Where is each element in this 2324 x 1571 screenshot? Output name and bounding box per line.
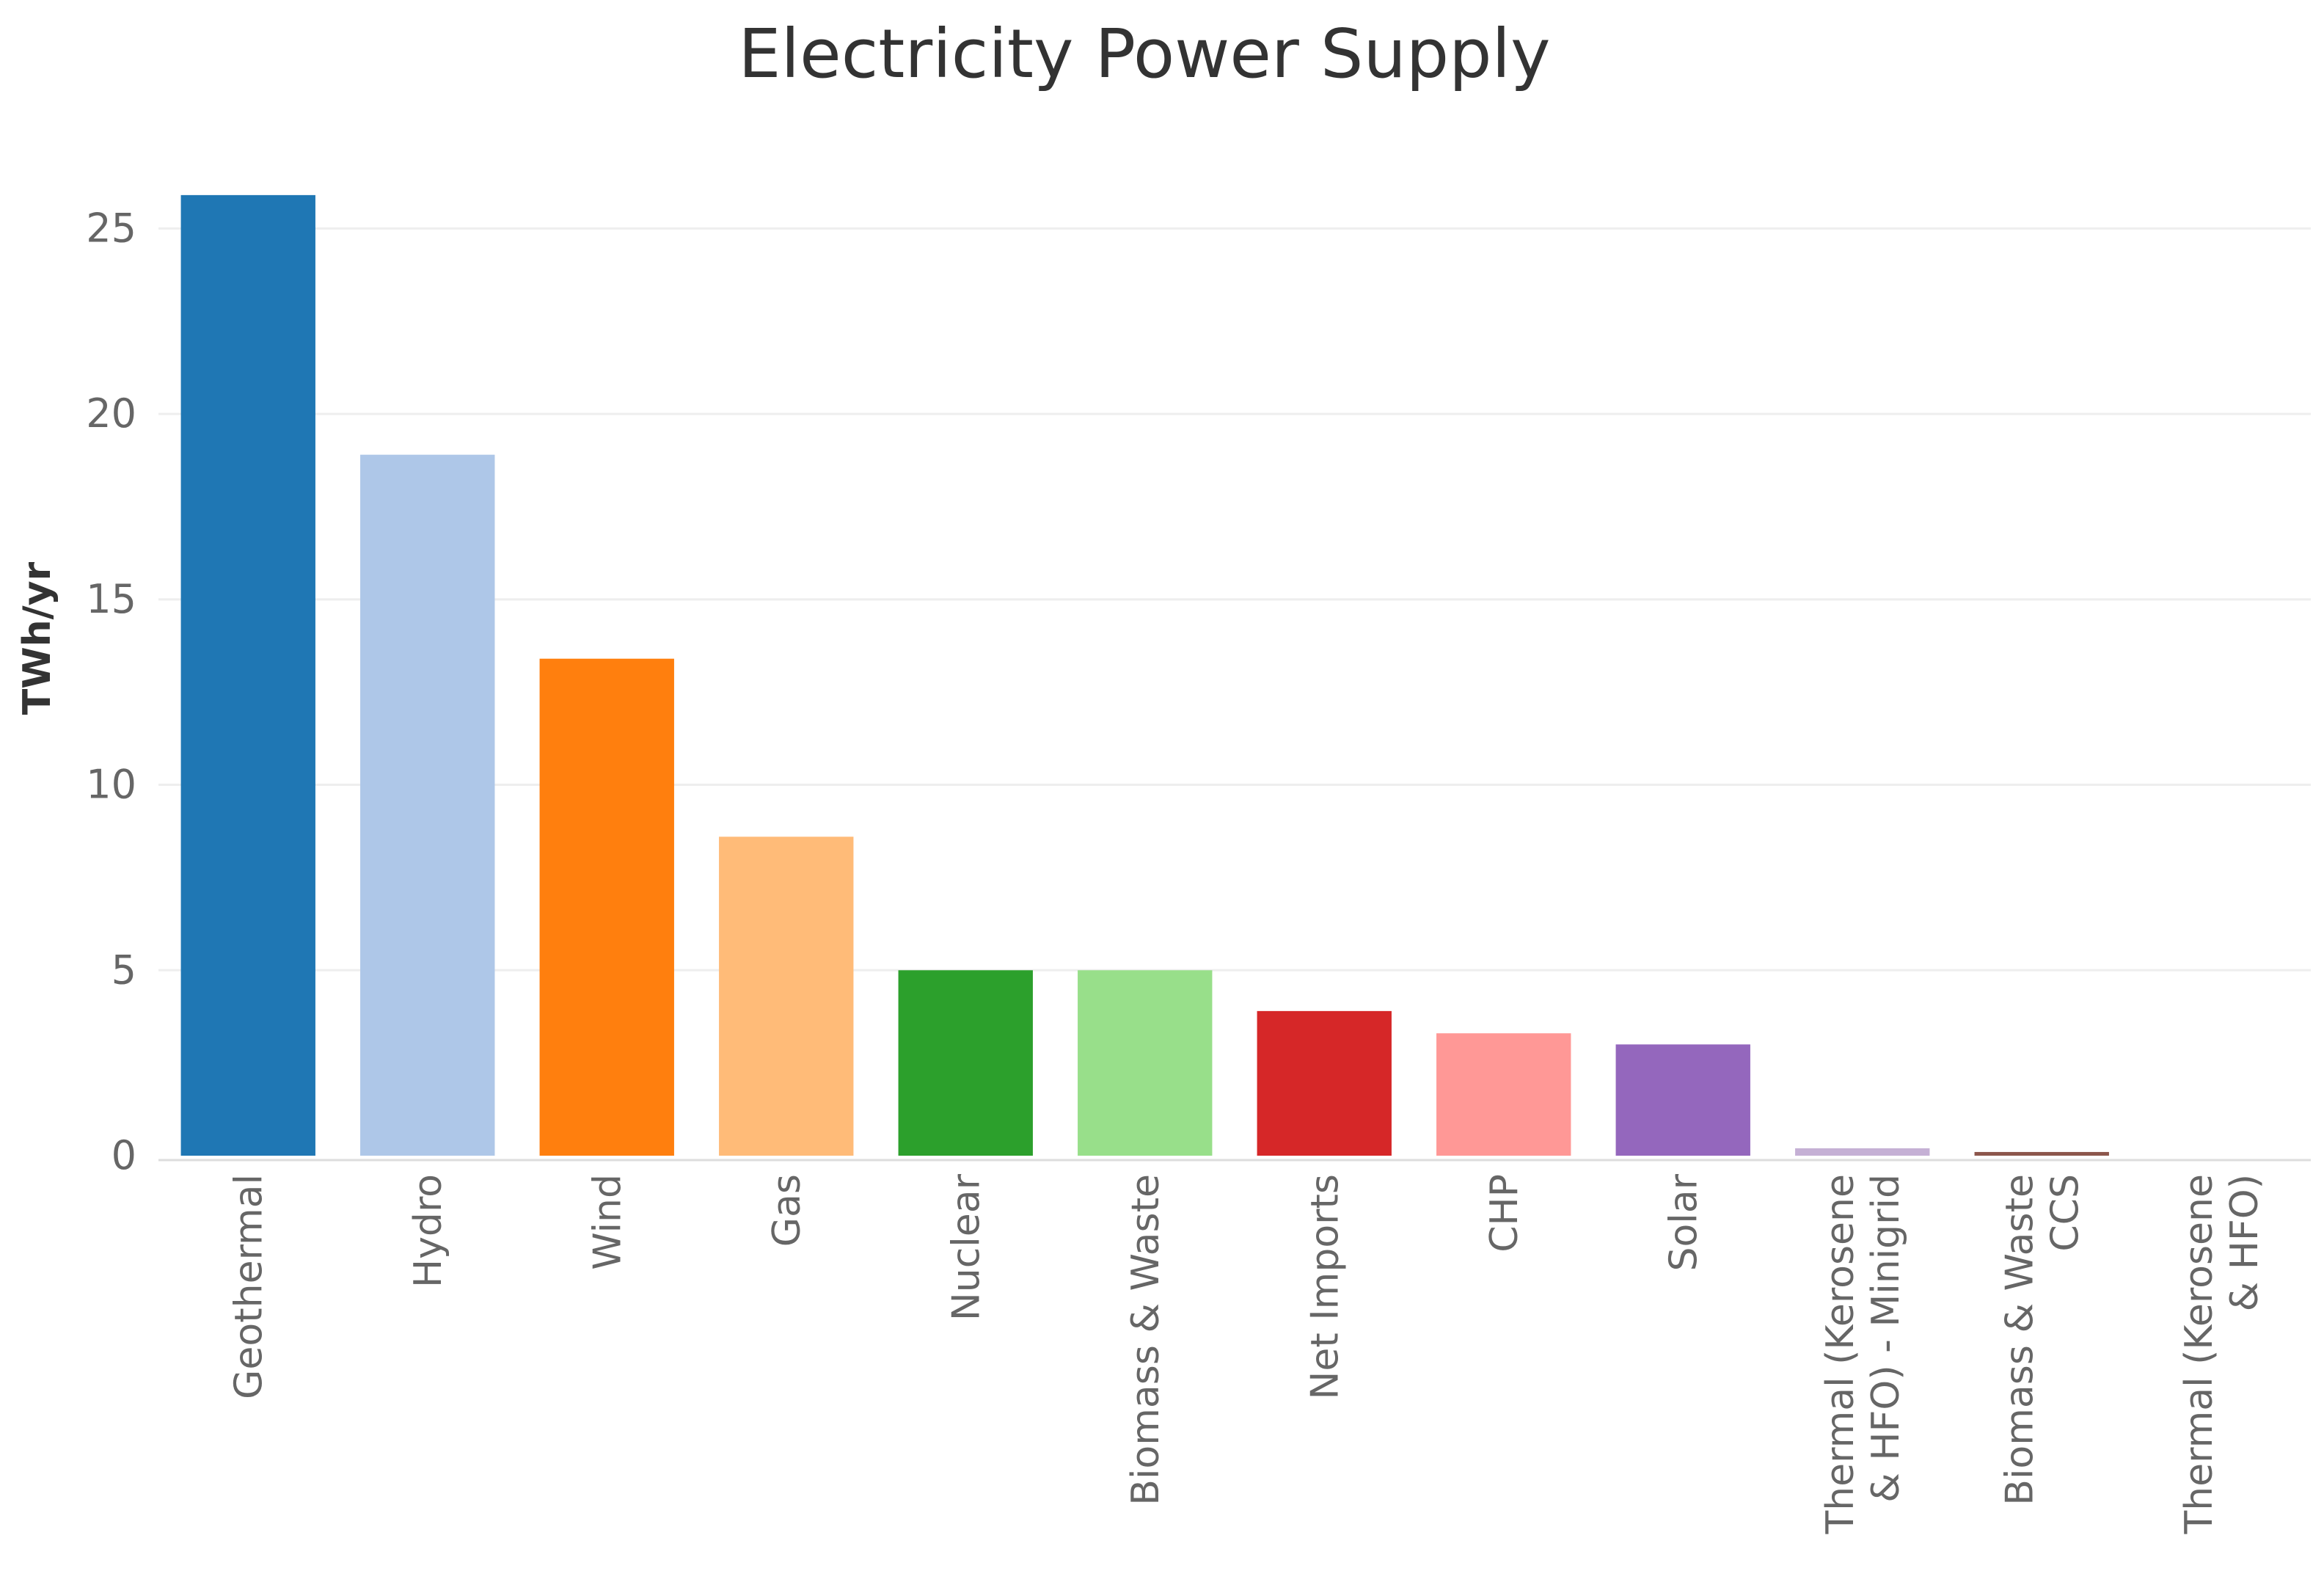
bar	[539, 658, 674, 1156]
bar	[1974, 1151, 2109, 1156]
gridlines	[158, 227, 2311, 972]
y-tick-label: 20	[86, 390, 136, 437]
bar	[1078, 970, 1213, 1156]
bar	[1436, 1033, 1571, 1156]
x-tick-label: Hydro	[406, 1174, 450, 1288]
y-tick-label: 10	[86, 762, 136, 808]
bar	[360, 454, 495, 1156]
x-tick-label: Net Imports	[1303, 1174, 1347, 1399]
y-axis-label: TWh/yr	[15, 561, 59, 715]
x-axis-ticks: Geothermal Hydro Wind Gas Nuclear Biomass & W…	[227, 1173, 2267, 1534]
x-tick-label: Geothermal	[227, 1174, 271, 1399]
x-tick-label: Gas	[765, 1174, 809, 1247]
bar	[898, 970, 1033, 1156]
x-tick-label: Thermal (Kerosene& HFO)	[2177, 1174, 2267, 1535]
x-tick-label: Wind	[585, 1174, 629, 1270]
x-tick-label: Biomass & WasteCCS	[1998, 1174, 2087, 1506]
x-tick-label: Thermal (Kerosene& HFO) - Minigrid	[1819, 1174, 1908, 1535]
y-tick-label: 5	[112, 947, 136, 993]
bars	[180, 194, 2109, 1156]
y-tick-label: 0	[112, 1132, 136, 1178]
y-axis-ticks: 0 5 10 15 20 25	[86, 205, 136, 1178]
bar	[1257, 1010, 1392, 1156]
x-tick-label: Nuclear	[944, 1173, 988, 1321]
x-tick-label: Biomass & Waste	[1124, 1174, 1168, 1506]
y-tick-label: 15	[86, 576, 136, 622]
bar	[1795, 1148, 1930, 1156]
chart-title: Electricity Power Supply	[738, 15, 1550, 93]
bar	[1615, 1044, 1750, 1156]
bar	[719, 836, 854, 1156]
x-tick-label: CHP	[1483, 1174, 1527, 1253]
x-tick-label: Solar	[1662, 1173, 1706, 1271]
bar	[180, 194, 315, 1156]
y-tick-label: 25	[86, 205, 136, 251]
